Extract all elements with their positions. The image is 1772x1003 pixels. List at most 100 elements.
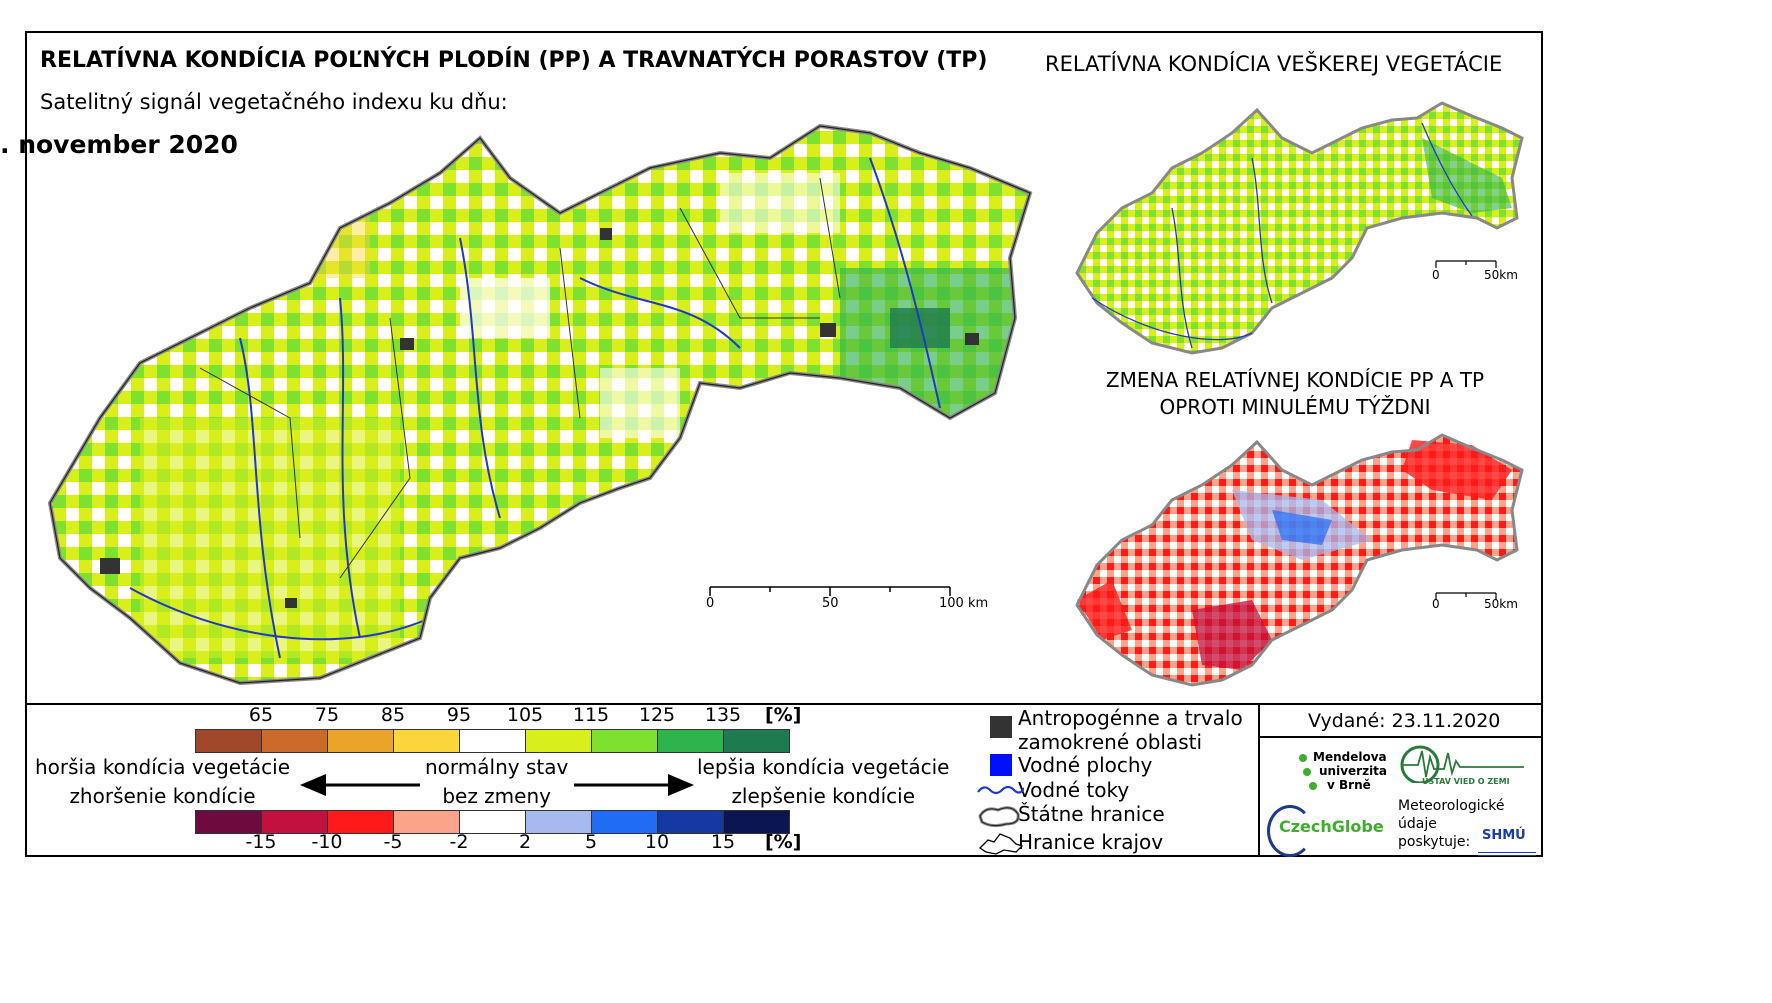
better-condition-text: lepšia kondícia vegetácie [697,755,950,779]
shmu-logo: SHMÚ [1478,828,1536,856]
change-tick-6: 10 [644,831,670,853]
subtitle: Satelitný signál vegetačného indexu ku d… [40,90,508,114]
condition-swatch-3 [394,730,460,752]
condition-tick-3: 95 [446,704,472,726]
change-swatch-7 [658,811,724,833]
condition-swatch-0 [196,730,262,752]
institute-logo: ÚSTAV VIED O ZEMI [1398,743,1528,797]
main-scale-bar [709,586,951,596]
condition-swatch-2 [328,730,394,752]
change-scale-label-50: 50km [1484,597,1518,611]
change-swatch-8 [724,811,789,833]
change-colorbar [195,810,790,834]
legend-region-border: Hranice krajov [978,830,1164,855]
worse-condition-text: horšia kondícia vegetácie [35,755,291,779]
change-tick-4: 2 [518,831,532,853]
worse-condition-label: horšia kondícia vegetácie zhoršenie kond… [35,753,290,811]
change-swatch-2 [328,811,394,833]
condition-swatch-6 [592,730,658,752]
veg-scale-label-0: 0 [1432,268,1440,282]
change-swatch-3 [394,811,460,833]
mendel-dot-1 [1299,754,1307,762]
met-data-label-2: údaje [1398,816,1437,832]
condition-tick-2: 85 [380,704,406,726]
better-condition-label: lepšia kondícia vegetácie zlepšenie kond… [697,753,949,811]
vegetation-condition-map [1075,101,1524,355]
legend-state-border: Štátne hranice [978,802,1165,828]
met-data-label-1: Meteorologické [1398,798,1505,814]
change-swatch-1 [262,811,328,833]
main-scale-label-0: 0 [706,596,715,611]
czechglobe-logo: CzechGlobe [1265,805,1391,857]
anthropogenic-swatch [990,716,1012,738]
condition-tick-6: 125 [638,704,676,726]
mendel-dot-2 [1303,768,1311,776]
condition-swatch-8 [724,730,789,752]
met-data-label-3: poskytuje: [1398,834,1471,850]
main-title: RELATÍVNA KONDÍCIA POĽNÝCH PLODÍN (PP) A… [40,48,988,73]
mendel-logo: Mendelova univerzita v Brně [1295,750,1388,800]
condition-tick-4: 105 [506,704,544,726]
change-tick-5: 5 [584,831,598,853]
state-border-icon [978,806,1020,828]
state-border-label: Štátne hranice [1018,802,1165,826]
mendel-name-1: Mendelova [1313,750,1387,764]
veg-scale-label-50: 50km [1484,268,1518,282]
water-areas-label: Vodné plochy [1018,753,1153,777]
czechglobe-arc [1267,805,1313,857]
main-scale-label-50: 50 [822,596,839,611]
mendel-name-2: univerzita [1319,764,1388,778]
change-tick-1: -10 [311,831,343,853]
normal-state-text: normálny stav [425,755,569,779]
condition-tick-1: 75 [314,704,340,726]
change-map-title: ZMENA RELATÍVNEJ KONDÍCIE PP A TP OPROTI… [1075,367,1515,421]
change-title-line2: OPROTI MINULÉMU TÝŽDNI [1159,395,1431,419]
vegetation-map-title: RELATÍVNA KONDÍCIA VEŠKEREJ VEGETÁCIE [1045,52,1503,76]
issued-divider [1260,736,1543,738]
right-arrow-icon [574,774,694,796]
change-title-line1: ZMENA RELATÍVNEJ KONDÍCIE PP A TP [1105,368,1485,392]
rivers-label: Vodné toky [1018,778,1130,802]
date-label: . november 2020 [0,130,238,159]
condition-tick-7: 135 [704,704,742,726]
condition-colorbar [195,729,790,753]
region-border-label: Hranice krajov [1018,830,1164,854]
condition-swatch-5 [526,730,592,752]
condition-tick-5: 115 [572,704,610,726]
condition-unit: [%] [765,704,802,726]
anthropogenic-label-1: Antropogénne a trvalo [1018,706,1243,730]
river-line-icon [977,785,1024,795]
mendel-name-3: v Brně [1327,778,1371,792]
czechglobe-name: CzechGlobe [1279,817,1384,836]
main-scale-label-100: 100 km [939,596,989,611]
change-tick-3: -2 [449,831,469,853]
left-arrow-icon [300,774,420,796]
worsening-text: zhoršenie kondície [69,784,256,808]
change-scale-label-0: 0 [1432,597,1440,611]
water-area-swatch [990,754,1012,776]
region-border-icon [978,833,1024,855]
main-condition-map [47,123,1033,686]
change-unit: [%] [765,831,802,853]
anthropogenic-label-2: zamokrené oblasti [1018,730,1203,754]
condition-swatch-7 [658,730,724,752]
change-tick-7: 15 [710,831,736,853]
no-change-text: bez zmeny [442,784,551,808]
shmu-name: SHMÚ [1482,828,1526,843]
figure-frame [25,31,1543,857]
legend-rivers: Vodné toky [977,778,1130,802]
legend-water-areas: Vodné plochy [980,753,1152,777]
change-swatch-4 [460,811,526,833]
change-swatch-5 [526,811,592,833]
legend-panel [27,703,1541,857]
normal-state-label: normálny stav bez zmeny [425,753,568,811]
legend-divider [1258,703,1260,855]
issued-date: Vydané: 23.11.2020 [1308,710,1501,732]
improvement-text: zlepšenie kondície [731,784,916,808]
mendel-dot-3 [1309,782,1317,790]
institute-name: ÚSTAV VIED O ZEMI [1422,777,1510,786]
change-map [1075,433,1524,687]
change-tick-0: -15 [245,831,277,853]
condition-tick-0: 65 [248,704,274,726]
legend-anthropogenic: Antropogénne a trvalo zamokrené oblasti [980,706,1243,754]
